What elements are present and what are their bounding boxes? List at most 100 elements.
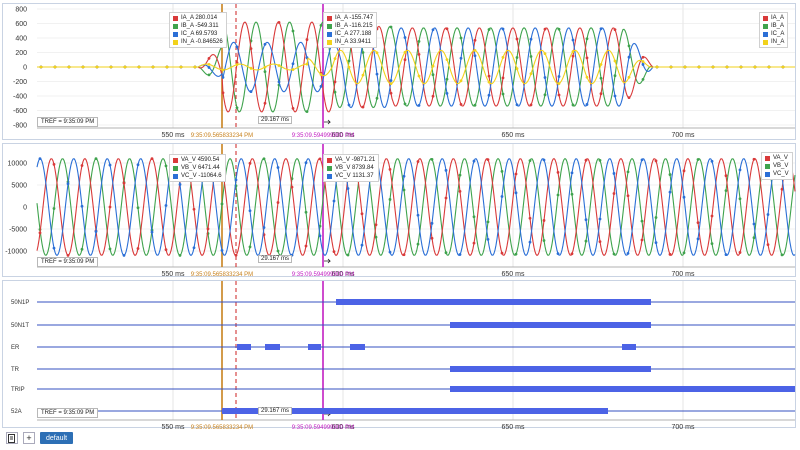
digital-chart-svg[interactable]: 550 ms 600 ms 650 ms 700 ms 9:35:09.56583323… bbox=[3, 281, 797, 429]
series-point bbox=[445, 27, 449, 31]
series-point bbox=[500, 195, 504, 198]
series-point bbox=[711, 65, 715, 69]
series-point bbox=[641, 78, 645, 81]
series-point bbox=[38, 231, 42, 235]
series-point bbox=[571, 54, 575, 58]
series-label: VC_V -11064.6 bbox=[181, 173, 222, 179]
y-tick-label: 400 bbox=[15, 36, 27, 43]
series-point bbox=[332, 250, 336, 254]
plus-icon[interactable]: + bbox=[23, 432, 35, 444]
series-swatch bbox=[327, 31, 332, 37]
series-point bbox=[39, 65, 43, 69]
cursor1-time: 9:35:09.565833234 PM bbox=[191, 133, 253, 139]
series-point bbox=[94, 230, 98, 233]
series-point bbox=[473, 103, 477, 107]
series-point bbox=[781, 65, 785, 69]
y-tick-label: -5000 bbox=[9, 227, 27, 234]
current-legend[interactable]: IA_A IB_A IC_A IN_A bbox=[759, 12, 789, 48]
series-point bbox=[458, 173, 462, 177]
series-point bbox=[584, 239, 588, 243]
series-point bbox=[542, 219, 546, 222]
series-point bbox=[248, 161, 252, 165]
series-point bbox=[389, 25, 393, 29]
series-point bbox=[473, 48, 477, 52]
series-point bbox=[346, 253, 350, 257]
series-point bbox=[543, 76, 547, 79]
series-point bbox=[514, 191, 518, 195]
series-point bbox=[402, 253, 406, 257]
series-point bbox=[235, 63, 239, 66]
series-point bbox=[108, 247, 112, 251]
series-point bbox=[669, 65, 673, 69]
series-point bbox=[346, 187, 350, 190]
series-point bbox=[599, 63, 603, 66]
legend-row: IN_A -0.846526 bbox=[173, 38, 223, 46]
series-point bbox=[612, 192, 616, 195]
series-swatch bbox=[327, 39, 332, 45]
series-point bbox=[570, 192, 574, 196]
default-button[interactable]: default bbox=[40, 432, 74, 444]
series-point bbox=[556, 170, 560, 174]
series-point bbox=[654, 241, 658, 245]
series-point bbox=[445, 92, 449, 95]
series-point bbox=[654, 159, 658, 163]
series-point bbox=[431, 94, 435, 98]
x-tick-label: 600 ms bbox=[332, 271, 355, 278]
legend-row: IC_A bbox=[763, 30, 784, 38]
series-point bbox=[725, 65, 729, 69]
series-swatch bbox=[173, 39, 178, 45]
digital-bar bbox=[350, 344, 365, 350]
series-swatch bbox=[763, 15, 768, 21]
series-point bbox=[347, 65, 351, 69]
series-point bbox=[696, 158, 700, 161]
series-point bbox=[263, 42, 267, 46]
legend-row: IN_A 33.9411 bbox=[327, 38, 373, 46]
series-point bbox=[276, 201, 280, 204]
series-point bbox=[319, 73, 323, 76]
series-point bbox=[304, 161, 308, 165]
series-point bbox=[528, 216, 532, 220]
legend-row: VB_V bbox=[765, 162, 789, 170]
series-point bbox=[753, 65, 757, 69]
series-label: VB_V 6471.44 bbox=[181, 165, 220, 171]
voltage-chart-panel[interactable]: 10000 5000 0 -5000 -10000 550 ms 600 ms 650 ms 7… bbox=[2, 143, 797, 278]
series-point bbox=[752, 157, 756, 161]
series-point bbox=[220, 248, 224, 252]
series-line bbox=[36, 157, 796, 257]
series-point bbox=[627, 44, 631, 48]
current-chart-panel[interactable]: 800 600 400 200 0 -200 -400 -600 -800 550 ms 600 m… bbox=[2, 3, 796, 140]
series-point bbox=[668, 173, 672, 176]
series-label: VC_V bbox=[773, 171, 789, 177]
x-tick-label: 700 ms bbox=[672, 271, 695, 278]
voltage-chart-svg[interactable]: 10000 5000 0 -5000 -10000 550 ms 600 ms 650 ms 7… bbox=[3, 144, 797, 278]
series-point bbox=[178, 253, 182, 257]
digital-chart-panel[interactable]: 550 ms 600 ms 650 ms 700 ms 9:35:09.56583323… bbox=[2, 280, 797, 429]
digital-bar bbox=[222, 408, 608, 414]
page-icon[interactable] bbox=[6, 432, 18, 444]
x-tick-label: 550 ms bbox=[162, 132, 185, 139]
series-swatch bbox=[765, 163, 770, 169]
series-point bbox=[668, 190, 672, 194]
series-point bbox=[109, 65, 113, 69]
series-point bbox=[164, 248, 168, 252]
series-point bbox=[585, 56, 589, 60]
series-point bbox=[52, 162, 56, 166]
digital-bar bbox=[450, 322, 651, 328]
series-point bbox=[207, 66, 211, 69]
x-tick-label: 600 ms bbox=[332, 132, 355, 139]
voltage-legend[interactable]: VA_V VB_V VC_V bbox=[761, 152, 793, 180]
legend-row: VA_V 4590.54 bbox=[173, 156, 222, 164]
current-chart-svg[interactable]: 800 600 400 200 0 -200 -400 -600 -800 550 ms 600 m… bbox=[3, 4, 797, 141]
series-point bbox=[487, 28, 491, 31]
series-point bbox=[529, 37, 533, 41]
series-swatch bbox=[763, 23, 768, 29]
series-point bbox=[640, 219, 644, 223]
series-point bbox=[710, 242, 714, 246]
series-point bbox=[459, 79, 463, 83]
series-point bbox=[459, 36, 463, 40]
cursor1-time: 9:35:09.565833234 PM bbox=[191, 425, 253, 429]
series-point bbox=[738, 168, 742, 172]
series-point bbox=[165, 65, 169, 69]
series-point bbox=[360, 212, 364, 216]
series-label: VB_V 8739.84 bbox=[335, 165, 374, 171]
